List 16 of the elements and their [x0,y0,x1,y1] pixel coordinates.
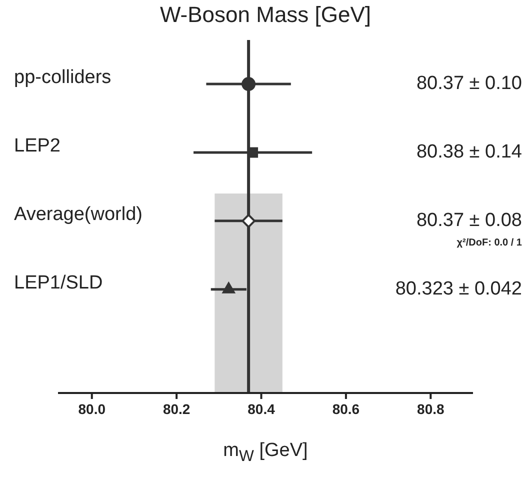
x-tick-label: 80.2 [162,400,190,417]
annotation: 80.323 ± 0.042 [395,278,522,300]
x-tick-label: 80.0 [78,400,106,417]
y-tick-label: pp-colliders [14,67,112,88]
x-tick-label: 80.4 [248,400,276,417]
y-tick-label: Average(world) [14,204,142,226]
annotation: χ²/DoF: 0.0 / 1 [456,238,522,249]
annotation: 80.37 ± 0.08 [416,210,522,232]
x-tick-label: 80.6 [332,400,360,417]
x-tick-label: 80.8 [417,400,444,417]
y-tick-label: LEP2 [14,136,60,157]
x-axis-title: m$_{W}$ [GeV] [222,440,309,466]
annotation: 80.37 ± 0.10 [416,73,522,94]
y-tick-label: LEP1/SLD [14,272,103,294]
chart-title: W-Boson Mass [GeV] [158,2,372,28]
annotation: 80.38 ± 0.14 [416,142,522,163]
